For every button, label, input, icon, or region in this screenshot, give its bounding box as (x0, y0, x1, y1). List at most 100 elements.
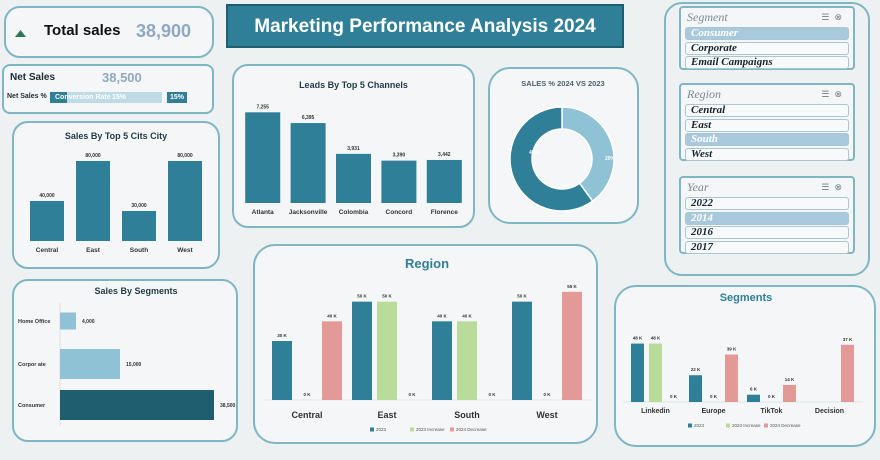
chart-title: SALES % 2024 VS 2023 (521, 79, 604, 88)
bar-2-1 (725, 354, 738, 402)
data-label: 40 K (462, 313, 472, 318)
slicer-toolbar: ☰⊗ (821, 89, 847, 100)
channels-chart-card: Leads By Top 5 Channels 7,255 Atlanta 6,395… (232, 64, 475, 228)
bar-2 (122, 211, 156, 241)
data-label: 80,000 (177, 153, 193, 159)
data-label: 0 K (710, 394, 718, 399)
slicer-item[interactable]: 2016 (685, 226, 849, 239)
slicer-region: Region ☰⊗ Central East South West (679, 83, 855, 161)
legend-label: 2024 Decrease (770, 423, 801, 428)
conversion-bar-label: Conversion Rate (55, 94, 111, 101)
slicer-item[interactable]: Email Campaigns (685, 56, 849, 69)
donut-slice-0 (561, 106, 615, 203)
bar-2 (336, 153, 371, 203)
bar-1 (60, 349, 120, 379)
legend-swatch-1 (726, 423, 730, 428)
clear-filter-icon[interactable]: ⊗ (834, 89, 847, 99)
bar-1 (76, 161, 110, 241)
net-sales-card: Net Sales 38,500 Net Sales % Conversion … (2, 64, 214, 114)
chart-title: Sales By Segments (94, 286, 177, 296)
slicer-item[interactable]: Corporate (685, 41, 849, 55)
data-label: 0 K (768, 394, 776, 399)
city-chart-card: Sales By Top 5 Cits City 40,000 Central 80,… (12, 121, 220, 269)
slice-label: 40% (529, 150, 540, 156)
data-label: 40 K (327, 313, 337, 318)
data-label: 39 K (727, 347, 737, 352)
data-label: 37 K (843, 337, 853, 342)
triangle-up-icon (15, 30, 26, 37)
multi-select-icon[interactable]: ☰ (821, 12, 835, 22)
slicer-item[interactable]: 2017 (685, 240, 849, 254)
x-tick-label: Atlanta (252, 209, 274, 216)
bar-0 (30, 201, 64, 241)
slicer-year: Year ☰⊗ 2022 2014 2016 2017 (679, 176, 855, 254)
donut-chart-card: SALES % 2024 VS 2023 40% 20% (488, 67, 639, 224)
bar-0-1 (352, 301, 372, 400)
data-label: 80,000 (85, 153, 101, 159)
slicer-item[interactable]: Consumer (685, 27, 849, 40)
legend-swatch-2 (764, 423, 768, 428)
clear-filter-icon[interactable]: ⊗ (834, 12, 847, 22)
segments-chart-card: Segments 48 K 48 K 0 K Linkedin 22 K 0 K 39 K Eu… (614, 285, 876, 447)
bar-2-2 (783, 384, 796, 402)
data-label: 3,442 (438, 152, 451, 158)
segments-h-chart: Sales By Segments Home Office 4,000 Corpor … (18, 286, 236, 426)
data-label: 50 K (382, 294, 392, 299)
city-chart: Sales By Top 5 Cits City 40,000 Central 80,… (30, 131, 202, 254)
slicer-item[interactable]: 2014 (685, 211, 849, 225)
legend-swatch-1 (410, 427, 414, 432)
data-label: 7,255 (256, 104, 269, 110)
legend-swatch-2 (450, 427, 454, 432)
bar-0-3 (512, 301, 532, 400)
bar-3 (381, 160, 417, 203)
conversion-bar-pct: 15% (112, 94, 127, 101)
data-label: 48 K (633, 336, 643, 341)
net-sales-value: 38,500 (102, 70, 142, 85)
x-tick-label: Central (291, 410, 322, 420)
x-tick-label: South (130, 247, 148, 254)
chart-title: Segments (720, 292, 773, 304)
slicer-title: Segment (687, 10, 728, 24)
segments-h-chart-card: Sales By Segments Home Office 4,000 Corpor … (12, 279, 238, 442)
x-tick-label: Decision (815, 408, 844, 415)
data-label: 0 K (408, 392, 416, 397)
legend-label: 2023 (694, 423, 705, 428)
slicer-toolbar: ☰⊗ (821, 12, 847, 23)
slicer-title: Region (687, 87, 721, 101)
slicer-item[interactable]: Central (685, 104, 849, 117)
bar-0-2 (432, 321, 452, 400)
multi-select-icon[interactable]: ☰ (821, 182, 835, 192)
chart-title: Leads By Top 5 Channels (299, 80, 408, 90)
slicer-title: Year (687, 180, 709, 194)
chart-title: Sales By Top 5 Cits City (65, 131, 167, 141)
data-label: 40,000 (39, 193, 55, 199)
data-label: 14 K (785, 377, 795, 382)
data-label: 30 K (277, 333, 287, 338)
data-label: 6 K (750, 387, 758, 392)
slicer-item[interactable]: East (685, 118, 849, 132)
x-tick-label: South (454, 410, 480, 420)
x-tick-label: Concord (386, 209, 413, 216)
bar-2-0 (322, 321, 342, 400)
slicer-item[interactable]: West (685, 147, 849, 161)
slicer-item[interactable]: South (685, 133, 849, 146)
channels-chart: Leads By Top 5 Channels 7,255 Atlanta 6,395… (245, 80, 462, 216)
data-label: 38,500 (220, 403, 236, 409)
bar-0 (245, 112, 281, 203)
data-label: 6,395 (302, 115, 315, 121)
clear-filter-icon[interactable]: ⊗ (834, 182, 847, 192)
data-label: 50 K (517, 294, 527, 299)
x-tick-label: Colombia (339, 209, 369, 216)
data-label: 0 K (543, 392, 551, 397)
net-sales-label: Net Sales (10, 72, 56, 83)
slicer-item[interactable]: 2022 (685, 197, 849, 210)
legend-label: 2023 Increase (416, 427, 445, 432)
x-tick-label: Jacksonville (289, 209, 328, 216)
data-label: 0 K (488, 392, 496, 397)
legend-label: 2023 (376, 427, 387, 432)
page-title: Marketing Performance Analysis 2024 (254, 16, 596, 37)
bar-0-1 (689, 375, 702, 402)
net-sales-pct-label: Net Sales % (7, 93, 47, 100)
data-label: 15,000 (126, 362, 142, 368)
multi-select-icon[interactable]: ☰ (821, 89, 835, 99)
